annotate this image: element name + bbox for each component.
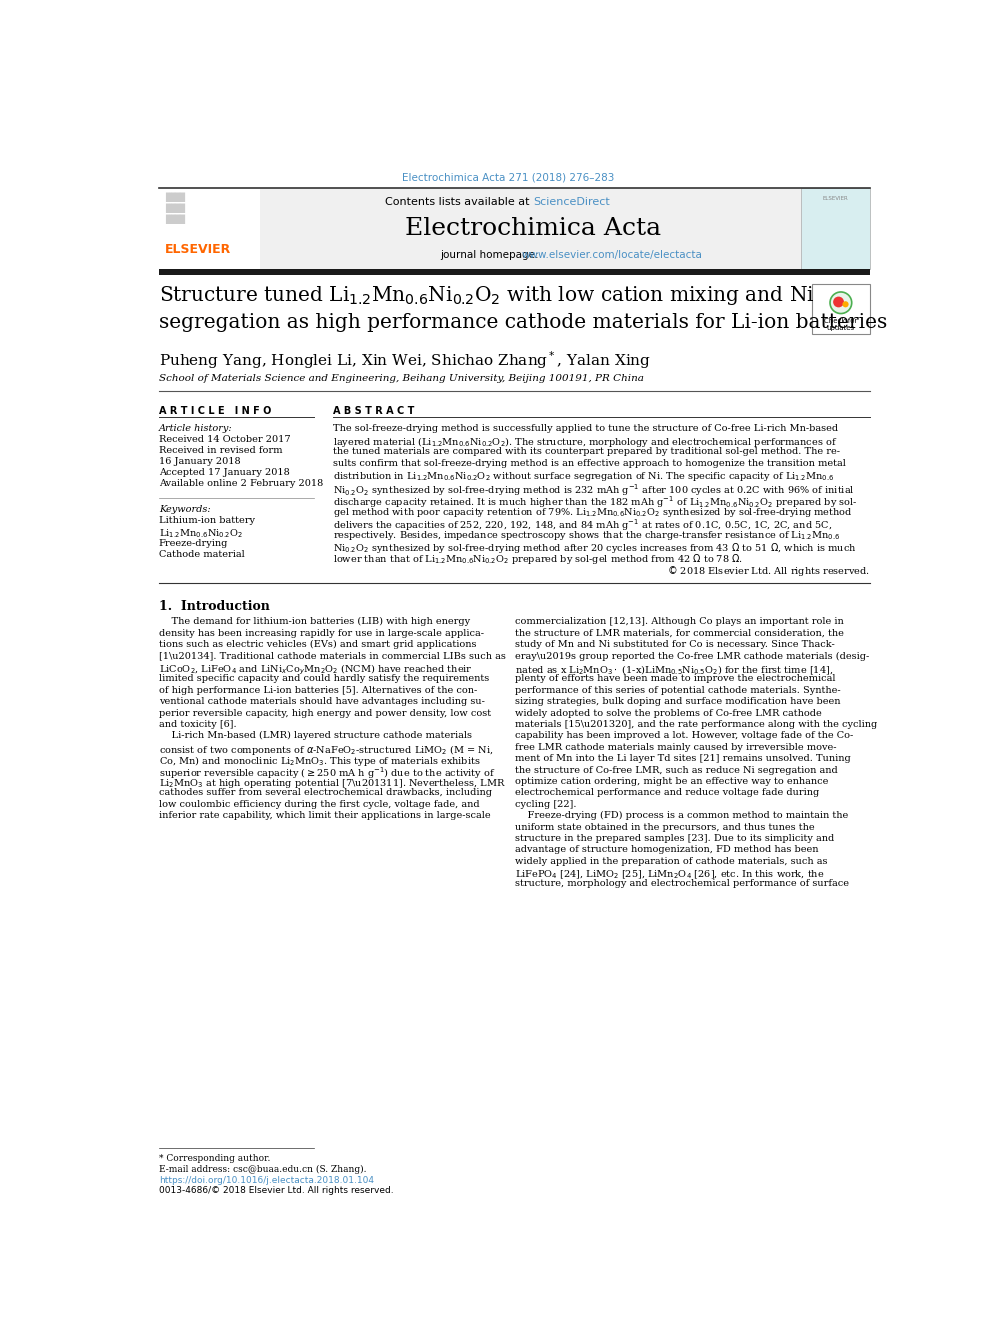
Text: A B S T R A C T: A B S T R A C T [333,406,415,415]
Text: Puheng Yang, Honglei Li, Xin Wei, Shichao Zhang$^*$, Yalan Xing: Puheng Yang, Honglei Li, Xin Wei, Shicha… [159,349,651,370]
Text: cycling [22].: cycling [22]. [515,799,576,808]
Text: electrochemical performance and reduce voltage fade during: electrochemical performance and reduce v… [515,789,818,798]
Text: distribution in Li$_{1.2}$Mn$_{0.6}$Ni$_{0.2}$O$_2$ without surface segregation : distribution in Li$_{1.2}$Mn$_{0.6}$Ni$_… [333,471,834,483]
FancyBboxPatch shape [802,188,870,269]
Text: Structure tuned Li$_{1.2}$Mn$_{0.6}$Ni$_{0.2}$O$_2$ with low cation mixing and N: Structure tuned Li$_{1.2}$Mn$_{0.6}$Ni$_… [159,284,814,307]
Text: discharge capacity retained. It is much higher than the 182 mAh g$^{-1}$ of Li$_: discharge capacity retained. It is much … [333,493,858,509]
Text: density has been increasing rapidly for use in large-scale applica-: density has been increasing rapidly for … [159,628,484,638]
Text: Li-rich Mn-based (LMR) layered structure cathode materials: Li-rich Mn-based (LMR) layered structure… [159,732,472,741]
Text: ment of Mn into the Li layer Td sites [21] remains unsolved. Tuning: ment of Mn into the Li layer Td sites [2… [515,754,850,763]
Text: Cathode material: Cathode material [159,550,245,558]
Text: optimize cation ordering, might be an effective way to enhance: optimize cation ordering, might be an ef… [515,777,828,786]
Circle shape [842,302,848,307]
Text: commercialization [12,13]. Although Co plays an important role in: commercialization [12,13]. Although Co p… [515,618,843,626]
FancyBboxPatch shape [812,284,870,333]
Text: lower than that of Li$_{1.2}$Mn$_{0.6}$Ni$_{0.2}$O$_2$ prepared by sol-gel metho: lower than that of Li$_{1.2}$Mn$_{0.6}$N… [333,553,743,566]
Text: the structure of Co-free LMR, such as reduce Ni segregation and: the structure of Co-free LMR, such as re… [515,766,837,774]
Text: Li$_2$MnO$_3$ at high operating potential [7\u201311]. Nevertheless, LMR: Li$_2$MnO$_3$ at high operating potentia… [159,777,506,790]
Text: ████
████
████: ████ ████ ████ [165,193,186,224]
Text: School of Materials Science and Engineering, Beihang University, Beijing 100191,: School of Materials Science and Engineer… [159,373,644,382]
Text: widely applied in the preparation of cathode materials, such as: widely applied in the preparation of cat… [515,857,827,865]
Text: Ni$_{0.2}$O$_2$ synthesized by sol-free-drying method is 232 mAh g$^{-1}$ after : Ni$_{0.2}$O$_2$ synthesized by sol-free-… [333,482,855,497]
Text: cathodes suffer from several electrochemical drawbacks, including: cathodes suffer from several electrochem… [159,789,492,798]
Text: sizing strategies, bulk doping and surface modification have been: sizing strategies, bulk doping and surfa… [515,697,840,706]
Text: delivers the capacities of 252, 220, 192, 148, and 84 mAh g$^{-1}$ at rates of 0: delivers the capacities of 252, 220, 192… [333,517,832,533]
Text: free LMR cathode materials mainly caused by irreversible move-: free LMR cathode materials mainly caused… [515,742,836,751]
Text: Freeze-drying (FD) process is a common method to maintain the: Freeze-drying (FD) process is a common m… [515,811,848,820]
Text: www.elsevier.com/locate/electacta: www.elsevier.com/locate/electacta [521,250,702,259]
Text: Li$_{1.2}$Mn$_{0.6}$Ni$_{0.2}$O$_2$: Li$_{1.2}$Mn$_{0.6}$Ni$_{0.2}$O$_2$ [159,528,243,540]
Bar [159,269,870,275]
Text: capability has been improved a lot. However, voltage fade of the Co-: capability has been improved a lot. Howe… [515,732,853,741]
Text: 0013-4686/© 2018 Elsevier Ltd. All rights reserved.: 0013-4686/© 2018 Elsevier Ltd. All right… [159,1185,394,1195]
Text: Lithium-ion battery: Lithium-ion battery [159,516,255,525]
Text: inferior rate capability, which limit their applications in large-scale: inferior rate capability, which limit th… [159,811,490,820]
Text: [1\u20134]. Traditional cathode materials in commercial LIBs such as: [1\u20134]. Traditional cathode material… [159,651,506,660]
Text: segregation as high performance cathode materials for Li-ion batteries: segregation as high performance cathode … [159,312,887,332]
Text: widely adopted to solve the problems of Co-free LMR cathode: widely adopted to solve the problems of … [515,709,821,717]
Text: https://doi.org/10.1016/j.electacta.2018.01.104: https://doi.org/10.1016/j.electacta.2018… [159,1176,374,1185]
Text: LiCoO$_2$, LiFeO$_4$ and LiNi$_x$Co$_y$Mn$_2$O$_2$ (NCM) have reached their: LiCoO$_2$, LiFeO$_4$ and LiNi$_x$Co$_y$M… [159,663,472,677]
Text: limited specific capacity and could hardly satisfy the requirements: limited specific capacity and could hard… [159,675,489,684]
Text: superior reversible capacity ($\geq$250 mA h g$^{-1}$) due to the activity of: superior reversible capacity ($\geq$250 … [159,766,496,782]
Text: tions such as electric vehicles (EVs) and smart grid applications: tions such as electric vehicles (EVs) an… [159,640,476,650]
Text: respectively. Besides, impedance spectroscopy shows that the charge-transfer res: respectively. Besides, impedance spectro… [333,529,840,542]
Text: Keywords:: Keywords: [159,505,210,515]
Text: nated as x Li$_2$MnO$_3\cdot$ (1-x)LiMn$_{0.5}$Ni$_{0.5}$O$_2$) for the first ti: nated as x Li$_2$MnO$_3\cdot$ (1-x)LiMn$… [515,663,833,676]
Text: the tuned materials are compared with its counterpart prepared by traditional so: the tuned materials are compared with it… [333,447,840,456]
Text: ScienceDirect: ScienceDirect [533,197,609,208]
Text: Received in revised form: Received in revised form [159,446,283,455]
Text: A R T I C L E   I N F O: A R T I C L E I N F O [159,406,271,415]
Text: eray\u2019s group reported the Co-free LMR cathode materials (desig-: eray\u2019s group reported the Co-free L… [515,651,869,660]
Text: Ni$_{0.2}$O$_2$ synthesized by sol-free-drying method after 20 cycles increases : Ni$_{0.2}$O$_2$ synthesized by sol-free-… [333,541,857,554]
Text: Co, Mn) and monoclinic Li$_2$MnO$_3$. This type of materials exhibits: Co, Mn) and monoclinic Li$_2$MnO$_3$. Th… [159,754,480,769]
Text: layered material (Li$_{1.2}$Mn$_{0.6}$Ni$_{0.2}$O$_2$). The structure, morpholog: layered material (Li$_{1.2}$Mn$_{0.6}$Ni… [333,435,837,450]
Text: Electrochimica Acta 271 (2018) 276–283: Electrochimica Acta 271 (2018) 276–283 [402,172,615,183]
Text: The demand for lithium-ion batteries (LIB) with high energy: The demand for lithium-ion batteries (LI… [159,618,470,627]
Text: Received 14 October 2017: Received 14 October 2017 [159,435,291,443]
Text: and toxicity [6].: and toxicity [6]. [159,720,236,729]
Text: consist of two components of $\alpha$-NaFeO$_2$-structured LiMO$_2$ (M = Ni,: consist of two components of $\alpha$-Na… [159,742,493,757]
Text: uniform state obtained in the precursors, and thus tunes the: uniform state obtained in the precursors… [515,823,814,831]
Circle shape [833,296,844,307]
Text: Freeze-drying: Freeze-drying [159,538,228,548]
Text: gel method with poor capacity retention of 79%. Li$_{1.2}$Mn$_{0.6}$Ni$_{0.2}$O$: gel method with poor capacity retention … [333,505,853,519]
Text: LiFePO$_4$ [24], LiMO$_2$ [25], LiMn$_2$O$_4$ [26], etc. In this work, the: LiFePO$_4$ [24], LiMO$_2$ [25], LiMn$_2$… [515,868,824,881]
Text: 16 January 2018: 16 January 2018 [159,458,240,466]
Text: structure, morphology and electrochemical performance of surface: structure, morphology and electrochemica… [515,880,848,889]
Text: Available online 2 February 2018: Available online 2 February 2018 [159,479,323,488]
Text: perior reversible capacity, high energy and power density, low cost: perior reversible capacity, high energy … [159,709,491,717]
Text: Contents lists available at: Contents lists available at [385,197,533,208]
Circle shape [830,292,852,314]
Text: of high performance Li-ion batteries [5]. Alternatives of the con-: of high performance Li-ion batteries [5]… [159,685,477,695]
Text: plenty of efforts have been made to improve the electrochemical: plenty of efforts have been made to impr… [515,675,835,684]
Text: journal homepage:: journal homepage: [439,250,542,259]
Text: performance of this series of potential cathode materials. Synthe-: performance of this series of potential … [515,685,840,695]
Text: low coulombic efficiency during the first cycle, voltage fade, and: low coulombic efficiency during the firs… [159,799,479,808]
Text: E-mail address: csc@buaa.edu.cn (S. Zhang).: E-mail address: csc@buaa.edu.cn (S. Zhan… [159,1164,366,1174]
Text: materials [15\u201320], and the rate performance along with the cycling: materials [15\u201320], and the rate per… [515,720,877,729]
Text: study of Mn and Ni substituted for Co is necessary. Since Thack-: study of Mn and Ni substituted for Co is… [515,640,834,650]
Text: * Corresponding author.: * Corresponding author. [159,1155,270,1163]
FancyBboxPatch shape [159,188,870,269]
Text: ELSEVIER: ELSEVIER [165,243,231,257]
Text: Check for: Check for [824,318,857,324]
Text: ELSEVIER: ELSEVIER [822,196,848,201]
Text: The sol-freeze-drying method is successfully applied to tune the structure of Co: The sol-freeze-drying method is successf… [333,423,838,433]
Text: Article history:: Article history: [159,423,232,433]
Text: structure in the prepared samples [23]. Due to its simplicity and: structure in the prepared samples [23]. … [515,833,834,843]
Text: Accepted 17 January 2018: Accepted 17 January 2018 [159,468,290,478]
Text: ventional cathode materials should have advantages including su-: ventional cathode materials should have … [159,697,485,706]
Text: sults confirm that sol-freeze-drying method is an effective approach to homogeni: sults confirm that sol-freeze-drying met… [333,459,846,468]
Text: Electrochimica Acta: Electrochimica Acta [405,217,661,241]
Text: $\copyright$ 2018 Elsevier Ltd. All rights reserved.: $\copyright$ 2018 Elsevier Ltd. All righ… [667,564,870,578]
Text: 1.  Introduction: 1. Introduction [159,601,270,614]
Text: the structure of LMR materials, for commercial consideration, the: the structure of LMR materials, for comm… [515,628,843,638]
Text: advantage of structure homogenization, FD method has been: advantage of structure homogenization, F… [515,845,818,855]
FancyBboxPatch shape [159,188,260,269]
Text: updates: updates [826,325,855,331]
